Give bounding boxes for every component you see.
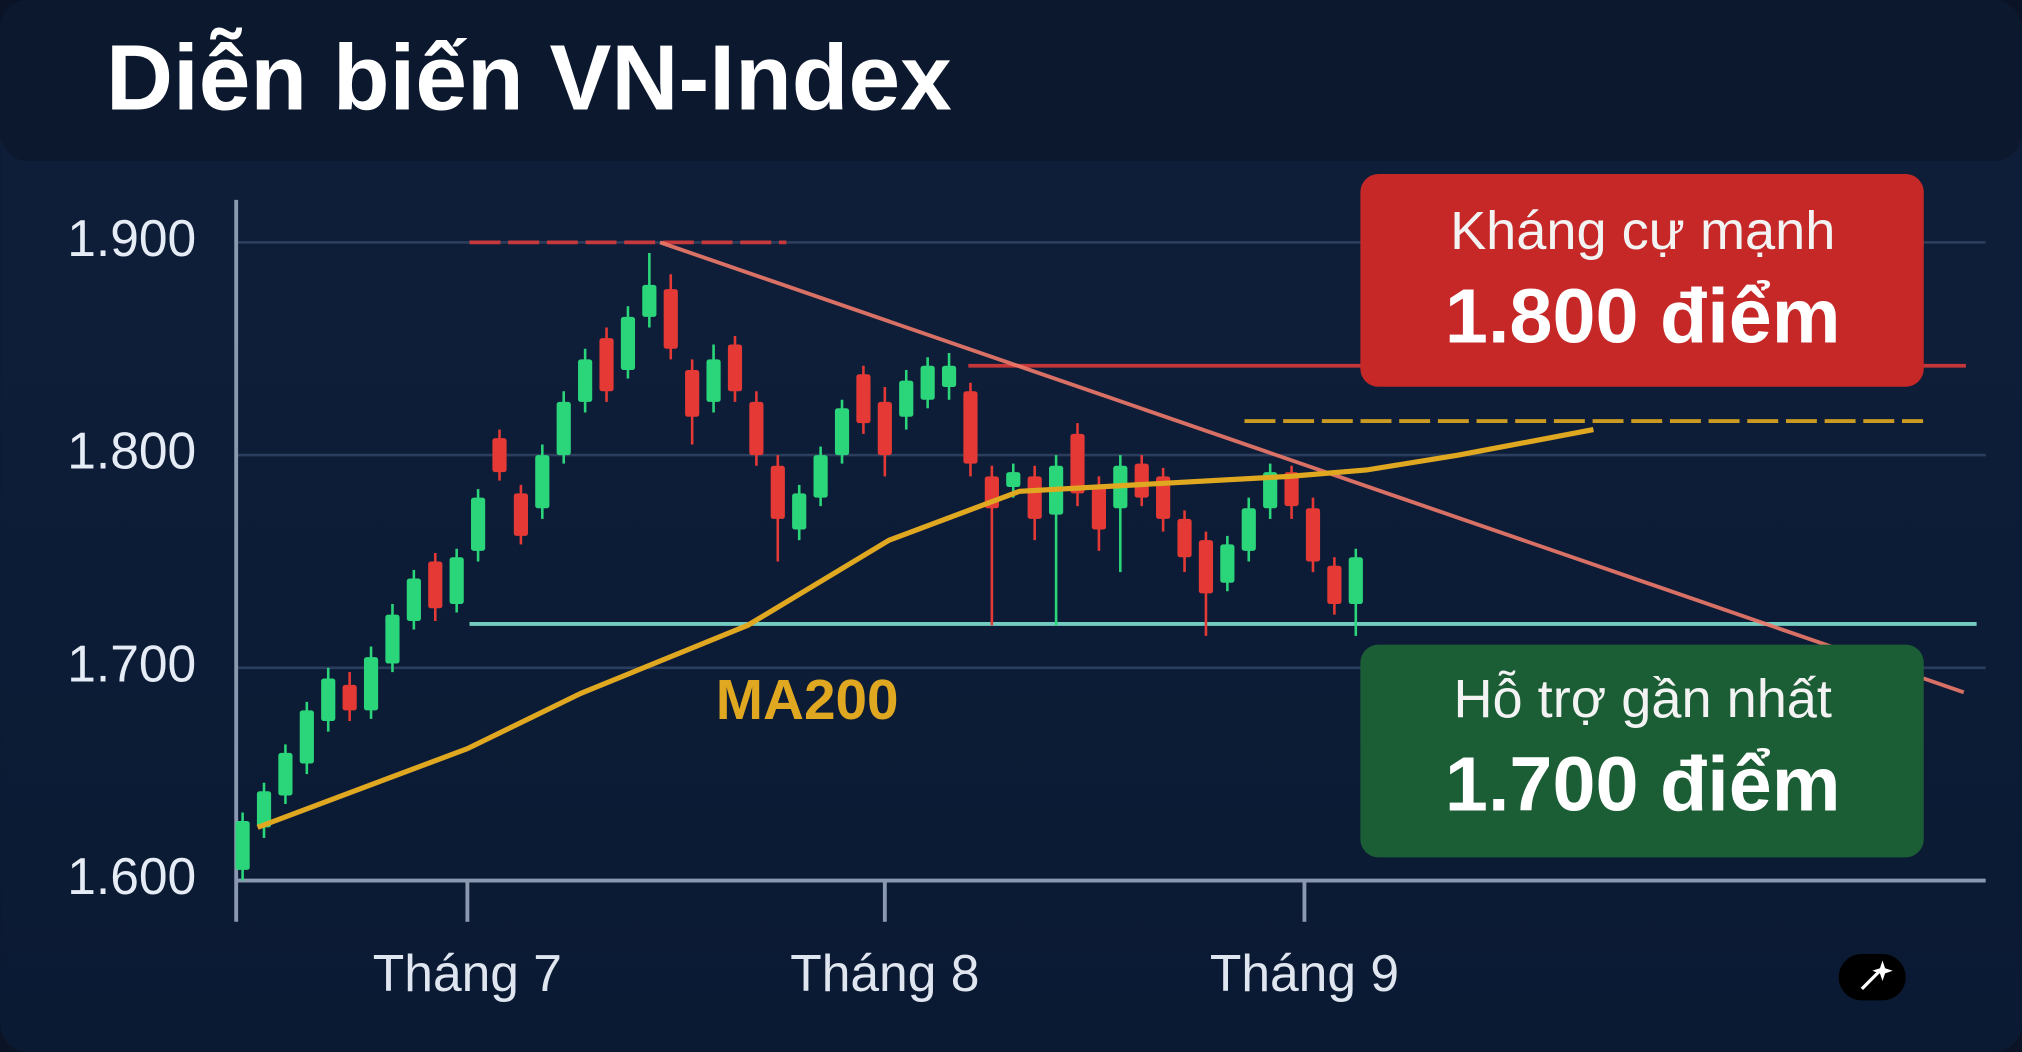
candle-body [299, 710, 314, 764]
candle-body [1070, 433, 1085, 494]
candle-body [513, 493, 528, 536]
title-band [0, 0, 2022, 162]
y-tick-label: 1.700 [67, 634, 196, 692]
callout-label: Kháng cự mạnh [1450, 201, 1835, 261]
callout-box [1360, 174, 1924, 387]
reference-line [659, 240, 1965, 695]
candle-body [406, 578, 421, 622]
candle-body [1198, 540, 1214, 594]
x-tick-label: Tháng 8 [790, 944, 979, 1002]
candle-body [321, 678, 336, 721]
candle-body [792, 493, 807, 530]
candle-body [856, 374, 871, 424]
plot-area: 1.600 1.700 1.800 1.900 Tháng 7 Tháng 8 Tháng … [67, 199, 1986, 1002]
candle-body [963, 391, 978, 464]
callout-value: 1.700 điểm [1445, 742, 1841, 828]
candle-body [1327, 565, 1342, 604]
candle-body [941, 365, 957, 388]
y-tick-label: 1.800 [67, 422, 196, 480]
candle-body [749, 401, 764, 456]
candle-body [1305, 508, 1321, 562]
candle-body [1284, 472, 1299, 507]
edit-icon [1860, 960, 1893, 990]
candle-body [1027, 476, 1042, 519]
candle-body [578, 359, 593, 402]
candle-body [834, 408, 850, 456]
candle-body [428, 561, 443, 609]
candle-body [1241, 508, 1256, 551]
callout-label: Hỗ trợ gần nhất [1453, 669, 1832, 729]
candle-body [770, 465, 785, 519]
y-tick-label: 1.900 [67, 209, 196, 267]
candle-body [1220, 544, 1235, 583]
candle-body [620, 316, 636, 371]
candle-body [920, 365, 935, 400]
ma-label: MA200 [716, 669, 899, 732]
candle-body [470, 497, 486, 551]
candle-body [706, 359, 721, 402]
candle-body [535, 455, 550, 509]
candle-body [256, 791, 272, 828]
candle-body [599, 338, 614, 392]
chart-title: Diễn biến VN-Index [106, 26, 952, 130]
candle-body [1177, 518, 1192, 558]
ma-line [256, 427, 1594, 830]
candle-body [1156, 476, 1171, 519]
callout-value: 1.800 điểm [1445, 274, 1841, 360]
candle-body [1006, 472, 1021, 488]
candle-body [278, 752, 293, 796]
candle-body [642, 284, 657, 317]
x-tick-label: Tháng 9 [1210, 944, 1399, 1002]
x-tick-label: Tháng 7 [373, 944, 562, 1002]
candle-body [899, 380, 914, 417]
candle-body [1091, 487, 1106, 530]
candle-body [813, 455, 828, 498]
candle-body [556, 401, 571, 456]
candle-body [1263, 472, 1278, 509]
candle-body [235, 820, 250, 870]
candle-body [385, 614, 400, 664]
candle-body [663, 289, 678, 349]
candle-body [727, 344, 743, 392]
candle-body [449, 557, 464, 604]
candle-body [492, 438, 507, 473]
candle-body [877, 401, 892, 456]
callout-box [1360, 644, 1924, 858]
candle-body [1348, 557, 1363, 604]
candle-body [1134, 463, 1149, 498]
y-tick-label: 1.600 [67, 847, 196, 905]
candle-body [685, 370, 700, 417]
candle-body [342, 684, 357, 711]
candle-body [363, 657, 379, 711]
